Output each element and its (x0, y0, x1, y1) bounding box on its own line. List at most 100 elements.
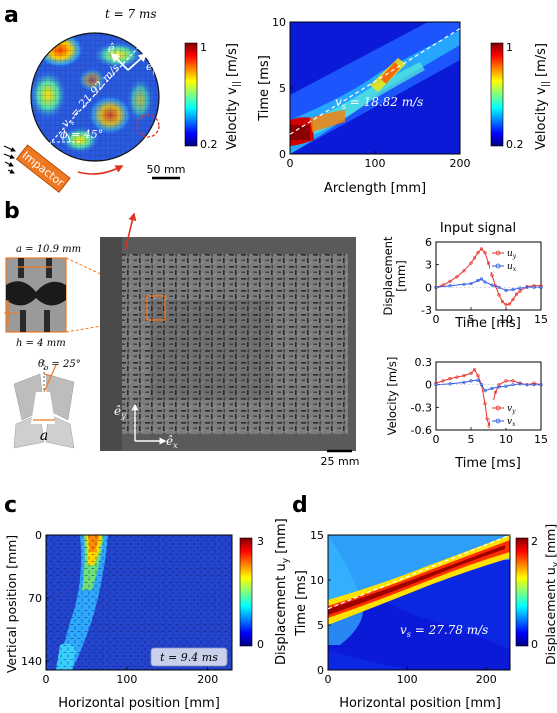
chart-b-velocity-xlabel: Time [ms] (454, 456, 521, 471)
y-tick-label: 0 (425, 281, 432, 294)
lattice-photo (100, 237, 356, 451)
data-point-u_y (500, 300, 505, 304)
data-point-u_y (518, 289, 522, 293)
y-tick-label: 10 (310, 574, 324, 587)
chart-d-heatmap: 0 100 200 0 5 10 15 (310, 529, 511, 686)
y-tick-label: 15 (310, 529, 324, 542)
time-label: t = 7 ms (105, 7, 157, 21)
chart-d-ylabel: Time [ms] (294, 570, 309, 637)
panel-label-d: d (292, 493, 308, 518)
data-point-u_x (479, 277, 484, 281)
data-point-u_x (462, 282, 466, 286)
x-tick-label: 200 (197, 673, 218, 686)
y-tick-label: -0.6 (411, 424, 432, 437)
colorbar-d-label: Displacement uy [mm] (543, 524, 557, 665)
colorbar-velocity-left-label: Velocity v|| [m/s] (225, 43, 242, 150)
data-point-v_y (472, 367, 477, 372)
colorbar-velocity-right-label: Velocity v|| [m/s] (534, 43, 551, 150)
data-point-u_y (497, 293, 501, 297)
rotated-squares-schematic (13, 360, 75, 449)
y-tick-label: 0 (279, 148, 286, 161)
colorbar-velocity-right (490, 42, 504, 147)
data-point-v_x (469, 379, 473, 383)
colorbar-c-label: Displacement uy [mm] (274, 518, 291, 665)
e-perp-label: ê⊥ (108, 42, 121, 57)
data-point-u_y (479, 247, 484, 251)
y-tick-label: 0 (35, 529, 42, 542)
e-perp-arrow (110, 52, 129, 71)
e-parallel-arrow (127, 52, 148, 71)
impactor-label: Impactor (20, 149, 67, 190)
chart-c-ylabel: Vertical position [mm] (4, 535, 19, 673)
propagation-direction-line (41, 39, 146, 153)
panel-label-b: b (4, 199, 20, 224)
colorbar-velocity-left-min: 0.2 (200, 138, 218, 151)
series-line-v_x (435, 379, 541, 392)
y-tick-label: -3 (421, 304, 432, 317)
x-tick-label: 100 (365, 157, 386, 170)
data-point-u_y (462, 269, 466, 273)
series-line-v_y (435, 368, 542, 427)
y-tick-label: 0 (317, 664, 324, 677)
h-dimension-label: h = 4 mm (16, 338, 66, 349)
chart-a-fit-line (289, 28, 461, 135)
data-point-v_x (518, 382, 522, 386)
data-point-v_y (455, 375, 459, 379)
data-point-u_x (511, 288, 515, 292)
chart-a-xlabel: Arclength [mm] (324, 181, 426, 196)
colorbar-d (515, 537, 529, 647)
data-point-v_x (490, 386, 494, 391)
colorbar-d-min: 0 (531, 638, 538, 651)
data-point-u_y (472, 256, 477, 260)
data-point-u_y (504, 303, 508, 307)
theta-label: θo = 25° (38, 359, 81, 372)
input-signal-title: Input signal (440, 221, 516, 236)
colorbar-velocity-right-min: 0.2 (506, 138, 524, 151)
x-tick-label: 5 (468, 433, 475, 446)
data-point-u_x (476, 278, 480, 283)
a-dimension-label: a = 10.9 mm (16, 244, 81, 255)
data-point-v_y (469, 371, 473, 375)
y-tick-label: 6 (425, 236, 432, 249)
x-tick-label: 0 (433, 313, 440, 326)
data-point-v_y (448, 377, 452, 381)
x-tick-label: 0 (433, 433, 440, 446)
data-point-v_x (476, 378, 480, 382)
x-tick-label: 0 (43, 673, 50, 686)
y-tick-label: 10 (272, 16, 286, 29)
data-point-v_y (511, 379, 515, 383)
chart-b-velocity-ylabel: Velocity [m/s] (385, 357, 399, 436)
chart-c-heatmap: 0 100 200 0 70 140 (21, 529, 233, 686)
phi-label: ϕ = 45° (60, 128, 103, 141)
data-point-u_x (490, 283, 494, 287)
data-point-u_y (483, 250, 487, 255)
y-tick-label: -0.3 (411, 401, 432, 414)
rotation-arrow (77, 165, 124, 175)
colorbar-c-max: 3 (257, 535, 264, 548)
data-point-v_y (476, 374, 480, 378)
ex-label: êx (166, 434, 178, 450)
data-point-v_y (441, 379, 445, 383)
colorbar-velocity-right-max: 1 (506, 41, 513, 54)
data-point-v_x (539, 383, 543, 387)
x-tick-label: 100 (397, 673, 418, 686)
x-tick-label: 200 (476, 673, 497, 686)
data-point-v_y (504, 379, 508, 383)
vel-legend-vx: vx (507, 417, 516, 428)
colorbar-velocity-left (184, 42, 198, 147)
chart-a-ylabel: Time [ms] (257, 55, 272, 122)
y-tick-label: 0.3 (415, 356, 433, 369)
data-point-u_y (511, 297, 515, 302)
e-parallel-label: ê|| (146, 60, 157, 75)
chart-b-velocity: 0 5 10 15 0.3 0 -0.3 -0.6 vy vx (411, 356, 548, 446)
data-point-v_y (485, 417, 489, 421)
time-badge-c-label: t = 9.4 ms (160, 651, 218, 664)
data-point-v_x (483, 389, 487, 393)
chart-d-xlabel: Horizontal position [mm] (339, 696, 501, 711)
impactor: Impactor (3, 144, 71, 193)
data-point-u_y (448, 279, 452, 283)
data-point-u_y (486, 261, 491, 265)
a-small-label: a (40, 428, 48, 444)
chart-c-xlabel: Horizontal position [mm] (58, 696, 220, 711)
